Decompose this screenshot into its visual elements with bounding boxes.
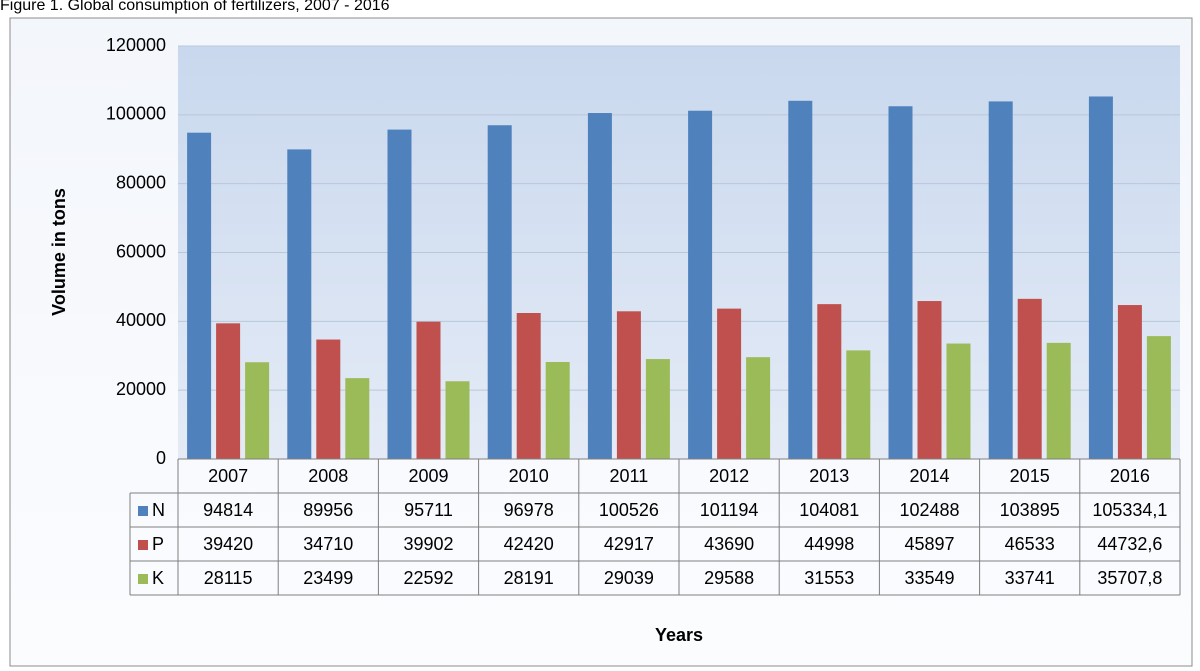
data-label: 28191 xyxy=(504,568,554,588)
data-label: 104081 xyxy=(799,500,859,520)
data-label: 31553 xyxy=(804,568,854,588)
data-label: 103895 xyxy=(1000,500,1060,520)
bar xyxy=(717,308,742,459)
y-axis-label: Volume in tons xyxy=(49,188,69,316)
bar xyxy=(245,362,270,459)
data-label: 101194 xyxy=(700,500,759,520)
bar xyxy=(545,361,570,459)
bar xyxy=(917,301,942,459)
legend-swatch xyxy=(138,506,148,516)
data-label: 105334,1 xyxy=(1092,500,1167,520)
bar xyxy=(316,339,341,459)
y-tick-label: 0 xyxy=(156,448,166,468)
data-label: 43690 xyxy=(704,534,754,554)
bar xyxy=(1017,298,1042,459)
x-tick-label: 2013 xyxy=(809,466,849,486)
data-label: 29039 xyxy=(604,568,654,588)
bar xyxy=(1117,305,1142,459)
data-label: 44732,6 xyxy=(1097,534,1162,554)
bar xyxy=(746,357,771,459)
data-label: 89956 xyxy=(303,500,353,520)
data-label: 29588 xyxy=(704,568,754,588)
bar xyxy=(1088,96,1113,460)
bar xyxy=(487,125,512,460)
legend-swatch xyxy=(138,574,148,584)
x-tick-label: 2014 xyxy=(909,466,949,486)
y-tick-label: 20000 xyxy=(116,379,166,399)
y-tick-label: 40000 xyxy=(116,310,166,330)
x-tick-label: 2008 xyxy=(308,466,348,486)
chart-title: Figure 1. Global consumption of fertiliz… xyxy=(0,0,390,14)
data-label: 100526 xyxy=(599,500,659,520)
data-label: 44998 xyxy=(804,534,854,554)
bar xyxy=(216,323,241,459)
y-tick-label: 80000 xyxy=(116,172,166,192)
bar xyxy=(616,311,641,459)
bar xyxy=(1146,336,1171,459)
bar xyxy=(345,378,370,459)
y-tick-label: 100000 xyxy=(106,104,166,124)
data-label: 33549 xyxy=(904,568,954,588)
data-label: 42420 xyxy=(504,534,554,554)
data-label: 96978 xyxy=(504,500,554,520)
data-label: 35707,8 xyxy=(1097,568,1162,588)
bar xyxy=(187,132,212,459)
data-label: 46533 xyxy=(1005,534,1055,554)
bar xyxy=(888,106,913,459)
bar xyxy=(287,149,312,459)
legend-swatch xyxy=(138,540,148,550)
x-tick-label: 2011 xyxy=(610,466,649,486)
data-label: 42917 xyxy=(604,534,654,554)
legend-label: K xyxy=(152,568,164,588)
legend-label: P xyxy=(152,534,164,554)
bar xyxy=(988,101,1013,459)
bar xyxy=(516,313,541,459)
data-label: 39420 xyxy=(203,534,253,554)
data-label: 102488 xyxy=(899,500,959,520)
x-axis-label: Years xyxy=(655,625,703,645)
bar xyxy=(587,113,612,460)
bar xyxy=(817,304,842,459)
x-tick-label: 2015 xyxy=(1010,466,1050,486)
data-label: 34710 xyxy=(303,534,353,554)
bar xyxy=(688,110,713,459)
data-label: 22592 xyxy=(403,568,453,588)
legend-label: N xyxy=(152,500,165,520)
data-label: 28115 xyxy=(204,568,253,588)
x-tick-label: 2009 xyxy=(408,466,448,486)
bar xyxy=(788,100,813,459)
x-tick-label: 2007 xyxy=(208,466,248,486)
x-tick-label: 2010 xyxy=(509,466,549,486)
data-label: 33741 xyxy=(1005,568,1055,588)
bar xyxy=(387,129,412,459)
bar xyxy=(946,343,971,459)
bar xyxy=(416,321,441,459)
bar xyxy=(846,350,871,459)
y-tick-label: 60000 xyxy=(116,241,166,261)
bar xyxy=(645,359,670,459)
y-tick-label: 120000 xyxy=(106,35,166,55)
data-label: 45897 xyxy=(904,534,954,554)
data-label: 23499 xyxy=(303,568,353,588)
bar xyxy=(445,381,470,459)
data-label: 39902 xyxy=(403,534,453,554)
x-tick-label: 2012 xyxy=(709,466,749,486)
x-tick-label: 2016 xyxy=(1110,466,1150,486)
bar xyxy=(1046,342,1071,459)
data-label: 94814 xyxy=(203,500,253,520)
data-label: 95711 xyxy=(404,500,453,520)
